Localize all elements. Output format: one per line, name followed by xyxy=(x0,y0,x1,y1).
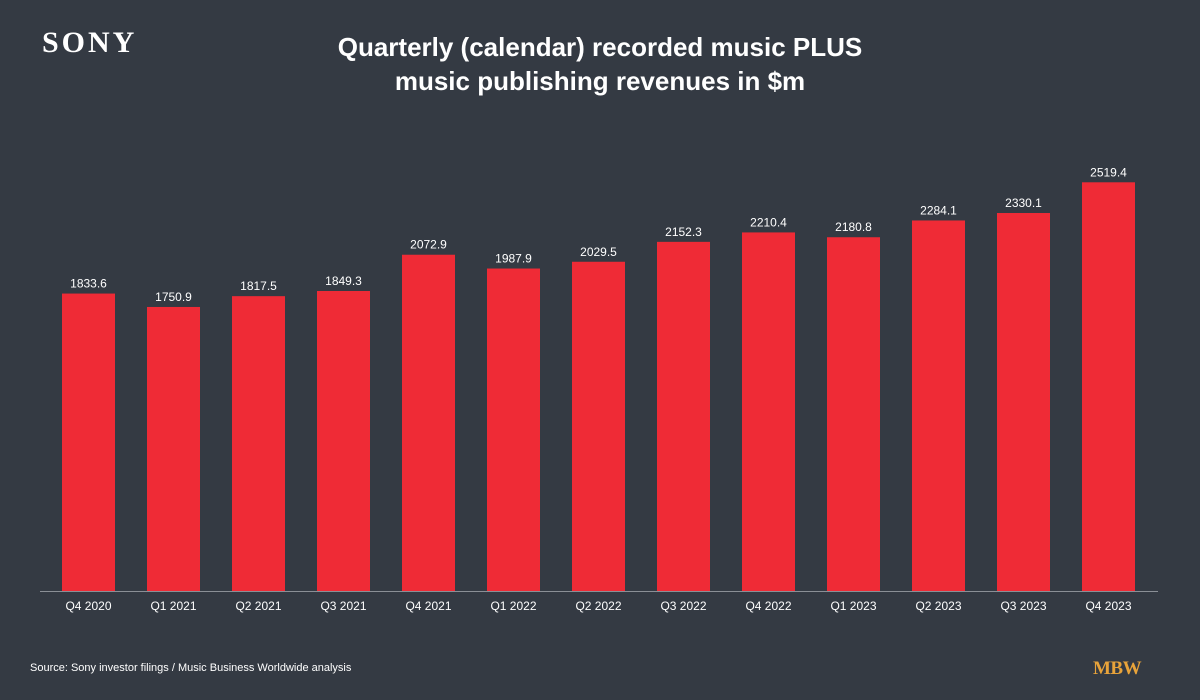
x-tick-label: Q2 2023 xyxy=(915,599,961,613)
data-label: 2284.1 xyxy=(920,203,957,217)
data-label: 2519.4 xyxy=(1090,165,1127,179)
data-label: 1849.3 xyxy=(325,274,362,288)
bar xyxy=(147,306,200,591)
data-label: 2072.9 xyxy=(410,238,447,252)
x-tick-label: Q4 2021 xyxy=(405,599,451,613)
chart-title: Quarterly (calendar) recorded music PLUS… xyxy=(250,30,950,98)
x-tick-label: Q1 2023 xyxy=(830,599,876,613)
data-label: 1833.6 xyxy=(70,277,107,291)
bar xyxy=(402,254,455,591)
bar xyxy=(62,293,115,591)
bar xyxy=(657,241,710,591)
x-tick-label: Q2 2021 xyxy=(235,599,281,613)
data-label: 1750.9 xyxy=(155,290,192,304)
data-label: 1817.5 xyxy=(240,279,277,293)
data-label: 2180.8 xyxy=(835,220,872,234)
sony-logo: SONY xyxy=(42,26,138,59)
bar xyxy=(997,213,1050,592)
x-tick-label: Q1 2022 xyxy=(490,599,536,613)
bar xyxy=(317,291,370,591)
data-label: 1987.9 xyxy=(495,252,532,266)
x-tick-label: Q4 2023 xyxy=(1085,599,1131,613)
x-tick-label: Q2 2022 xyxy=(575,599,621,613)
bar xyxy=(742,232,795,591)
x-tick-label: Q4 2022 xyxy=(745,599,791,613)
source-note: Source: Sony investor filings / Music Bu… xyxy=(30,662,352,674)
bar xyxy=(487,268,540,591)
bar xyxy=(1082,182,1135,591)
data-label: 2330.1 xyxy=(1005,196,1042,210)
x-tick-label: Q4 2020 xyxy=(65,599,111,613)
x-tick-label: Q3 2023 xyxy=(1000,599,1046,613)
bar xyxy=(572,261,625,591)
x-tick-label: Q1 2021 xyxy=(150,599,196,613)
bar xyxy=(827,237,880,592)
data-label: 2152.3 xyxy=(665,225,702,239)
chart-title-line-1: Quarterly (calendar) recorded music PLUS xyxy=(337,32,863,62)
x-tick-label: Q3 2022 xyxy=(660,599,706,613)
data-label: 2029.5 xyxy=(580,245,617,259)
x-tick-label: Q3 2021 xyxy=(320,599,366,613)
data-label: 2210.4 xyxy=(750,215,787,229)
chart-title-line-2: music publishing revenues in $m xyxy=(394,66,806,96)
bar xyxy=(232,296,285,591)
mbw-logo: MBW xyxy=(1093,658,1142,679)
bar xyxy=(912,220,965,592)
